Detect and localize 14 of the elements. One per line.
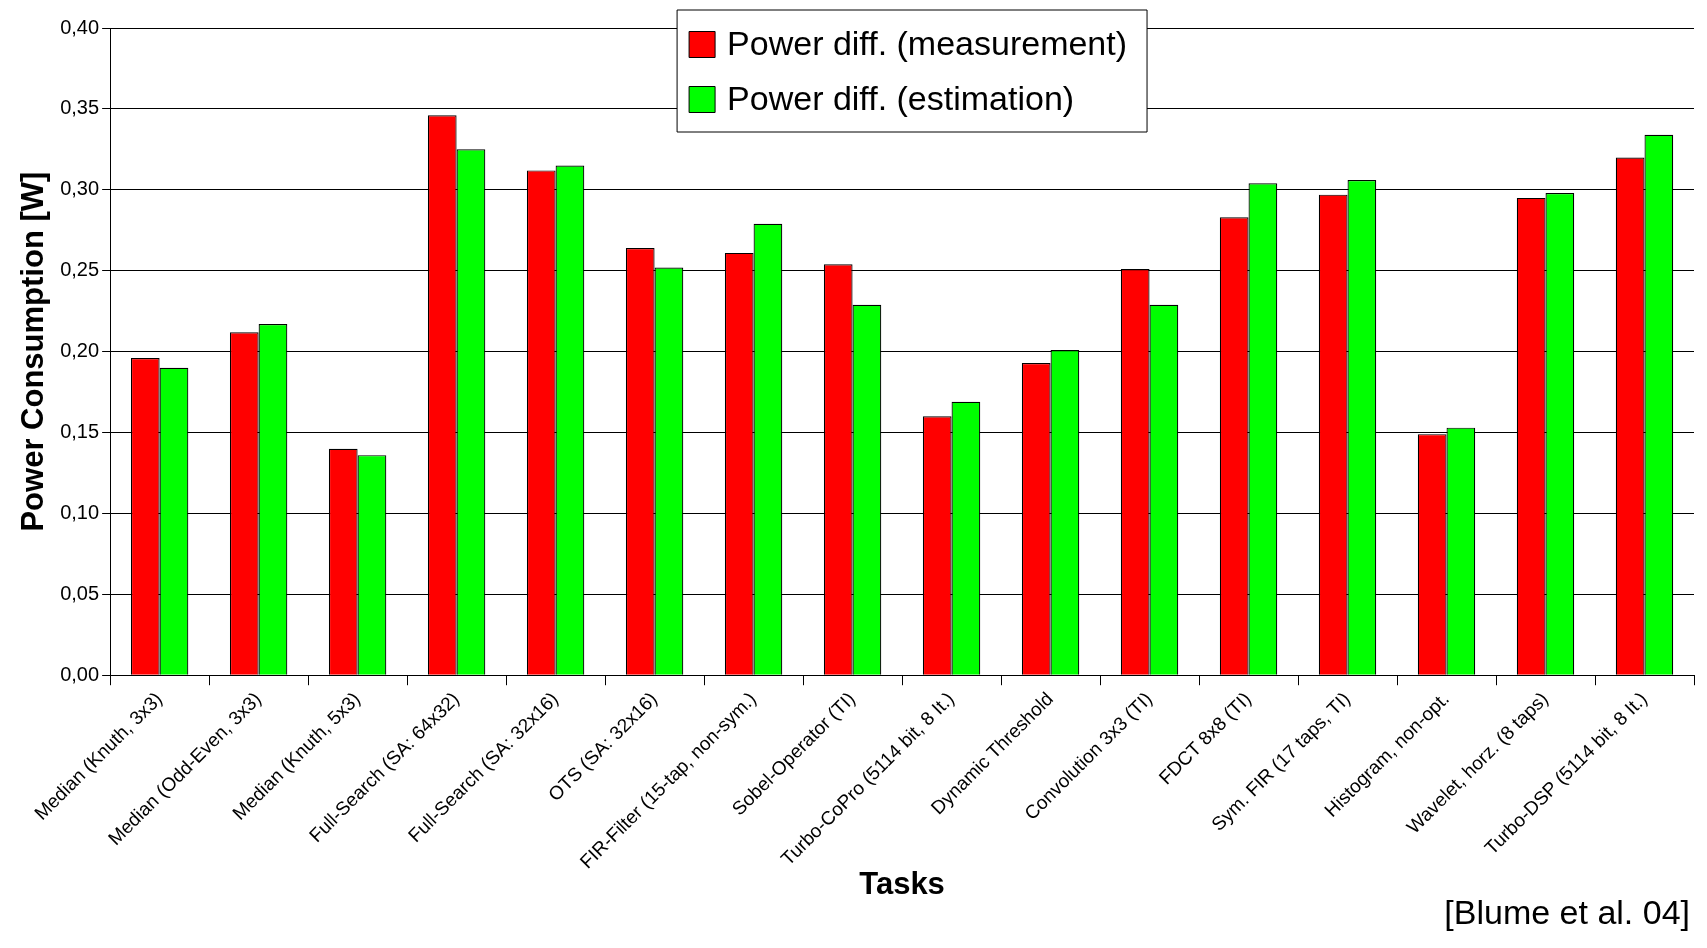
text: [Blume et al. 04] [1444,893,1690,932]
y-tick-label: 0,05 [60,581,100,604]
y-tick-label: 0,40 [60,15,100,38]
y-tick-label: 0,00 [60,662,100,685]
y-axis-title: Power Consumption [W] [15,171,51,532]
legend-label: Power diff. (measurement) [727,23,1128,62]
x-axis-title: Tasks [859,865,945,901]
y-tick-label: 0,35 [60,96,100,119]
legend-label: Power diff. (estimation) [727,78,1075,117]
y-tick-label: 0,10 [60,500,100,523]
y-tick-label: 0,25 [60,258,100,281]
y-tick-label: 0,30 [60,177,100,200]
y-tick-label: 0,20 [60,339,100,362]
y-tick-label: 0,15 [60,420,100,443]
